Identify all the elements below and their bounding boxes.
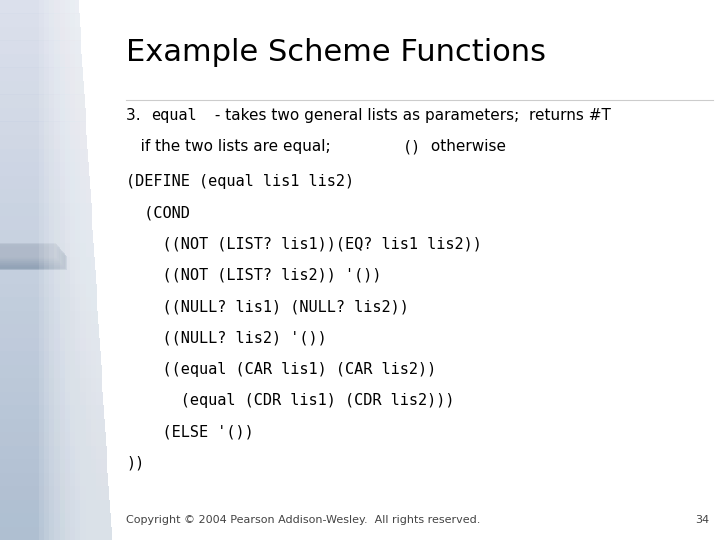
Bar bbox=[39, 0, 148, 540]
Text: 34: 34 bbox=[695, 515, 709, 525]
Bar bbox=[91, 0, 148, 540]
Bar bbox=[0, 351, 101, 364]
Bar bbox=[0, 252, 63, 266]
Bar bbox=[0, 202, 91, 216]
Bar bbox=[0, 378, 102, 392]
Bar bbox=[0, 472, 108, 486]
Bar bbox=[0, 135, 87, 148]
Text: Copyright © 2004 Pearson Addison-Wesley.  All rights reserved.: Copyright © 2004 Pearson Addison-Wesley.… bbox=[126, 515, 480, 525]
Bar bbox=[49, 0, 148, 540]
Bar bbox=[0, 255, 66, 269]
Bar bbox=[107, 0, 148, 540]
Text: ((NOT (LIST? lis2)) '()): ((NOT (LIST? lis2)) '()) bbox=[126, 268, 382, 283]
Text: (COND: (COND bbox=[126, 205, 190, 220]
Bar bbox=[0, 256, 67, 270]
Bar bbox=[0, 108, 86, 122]
Text: (DEFINE (equal lis1 lis2): (DEFINE (equal lis1 lis2) bbox=[126, 174, 354, 189]
Bar bbox=[0, 40, 81, 54]
Bar bbox=[0, 14, 80, 27]
Bar bbox=[0, 249, 61, 263]
Bar bbox=[0, 68, 83, 81]
Text: otherwise: otherwise bbox=[426, 139, 506, 154]
Bar bbox=[0, 513, 111, 526]
Bar bbox=[70, 0, 148, 540]
Bar bbox=[0, 310, 98, 324]
Text: - takes two general lists as parameters;  returns #T: - takes two general lists as parameters;… bbox=[210, 108, 611, 123]
Bar bbox=[0, 148, 88, 162]
Bar bbox=[0, 459, 107, 472]
Bar bbox=[0, 245, 58, 259]
Text: (): () bbox=[402, 139, 421, 154]
Bar bbox=[0, 247, 60, 261]
Bar bbox=[0, 230, 93, 243]
Bar bbox=[0, 251, 63, 265]
Bar bbox=[65, 0, 148, 540]
Bar bbox=[0, 251, 63, 265]
Text: 3.: 3. bbox=[126, 108, 145, 123]
Bar bbox=[0, 245, 58, 259]
Bar bbox=[0, 94, 85, 108]
Bar bbox=[0, 392, 103, 405]
Bar bbox=[0, 81, 84, 94]
Bar bbox=[0, 248, 60, 262]
Bar bbox=[0, 405, 104, 418]
Text: ((equal (CAR lis1) (CAR lis2)): ((equal (CAR lis1) (CAR lis2)) bbox=[126, 362, 436, 377]
Bar bbox=[0, 54, 82, 68]
Text: if the two lists are equal;: if the two lists are equal; bbox=[126, 139, 341, 154]
Bar bbox=[0, 446, 107, 459]
Text: ((NOT (LIST? lis1))(EQ? lis1 lis2)): ((NOT (LIST? lis1))(EQ? lis1 lis2)) bbox=[126, 237, 482, 252]
Bar bbox=[102, 0, 148, 540]
Bar bbox=[0, 256, 95, 270]
Bar bbox=[0, 297, 97, 310]
Bar bbox=[0, 27, 81, 40]
Bar bbox=[0, 189, 91, 202]
Bar bbox=[112, 0, 148, 540]
Text: equal: equal bbox=[151, 108, 197, 123]
Bar bbox=[44, 0, 148, 540]
Text: (ELSE '()): (ELSE '()) bbox=[126, 424, 253, 440]
Bar bbox=[0, 0, 79, 14]
Bar bbox=[0, 243, 94, 256]
Bar bbox=[75, 0, 148, 540]
Bar bbox=[0, 162, 89, 176]
Bar bbox=[0, 122, 86, 135]
Bar bbox=[0, 432, 106, 445]
Text: (equal (CDR lis1) (CDR lis2))): (equal (CDR lis1) (CDR lis2))) bbox=[126, 393, 454, 408]
Bar bbox=[0, 254, 66, 268]
Bar bbox=[60, 0, 148, 540]
Bar bbox=[0, 526, 112, 540]
Bar bbox=[0, 270, 96, 284]
Bar bbox=[96, 0, 148, 540]
Bar bbox=[0, 500, 110, 513]
Text: ((NULL? lis2) '()): ((NULL? lis2) '()) bbox=[126, 330, 327, 346]
Bar bbox=[0, 244, 57, 258]
Text: )): )) bbox=[126, 456, 144, 471]
Bar bbox=[0, 255, 66, 269]
Bar bbox=[0, 250, 62, 264]
Bar bbox=[86, 0, 148, 540]
Text: Example Scheme Functions: Example Scheme Functions bbox=[126, 38, 546, 67]
Bar bbox=[0, 246, 59, 261]
Bar bbox=[0, 486, 109, 500]
Text: ((NULL? lis1) (NULL? lis2)): ((NULL? lis1) (NULL? lis2)) bbox=[126, 299, 409, 314]
Bar bbox=[0, 246, 58, 260]
Bar bbox=[81, 0, 148, 540]
Bar bbox=[0, 253, 64, 267]
Bar bbox=[54, 0, 148, 540]
Bar bbox=[0, 364, 102, 378]
Bar bbox=[0, 253, 65, 267]
Bar bbox=[0, 216, 92, 229]
Bar bbox=[0, 248, 60, 262]
Bar bbox=[0, 418, 105, 432]
Bar bbox=[0, 284, 96, 297]
Bar bbox=[112, 0, 720, 540]
Bar bbox=[0, 324, 99, 338]
Bar bbox=[0, 338, 100, 351]
Bar bbox=[0, 176, 90, 189]
Bar bbox=[0, 243, 56, 257]
